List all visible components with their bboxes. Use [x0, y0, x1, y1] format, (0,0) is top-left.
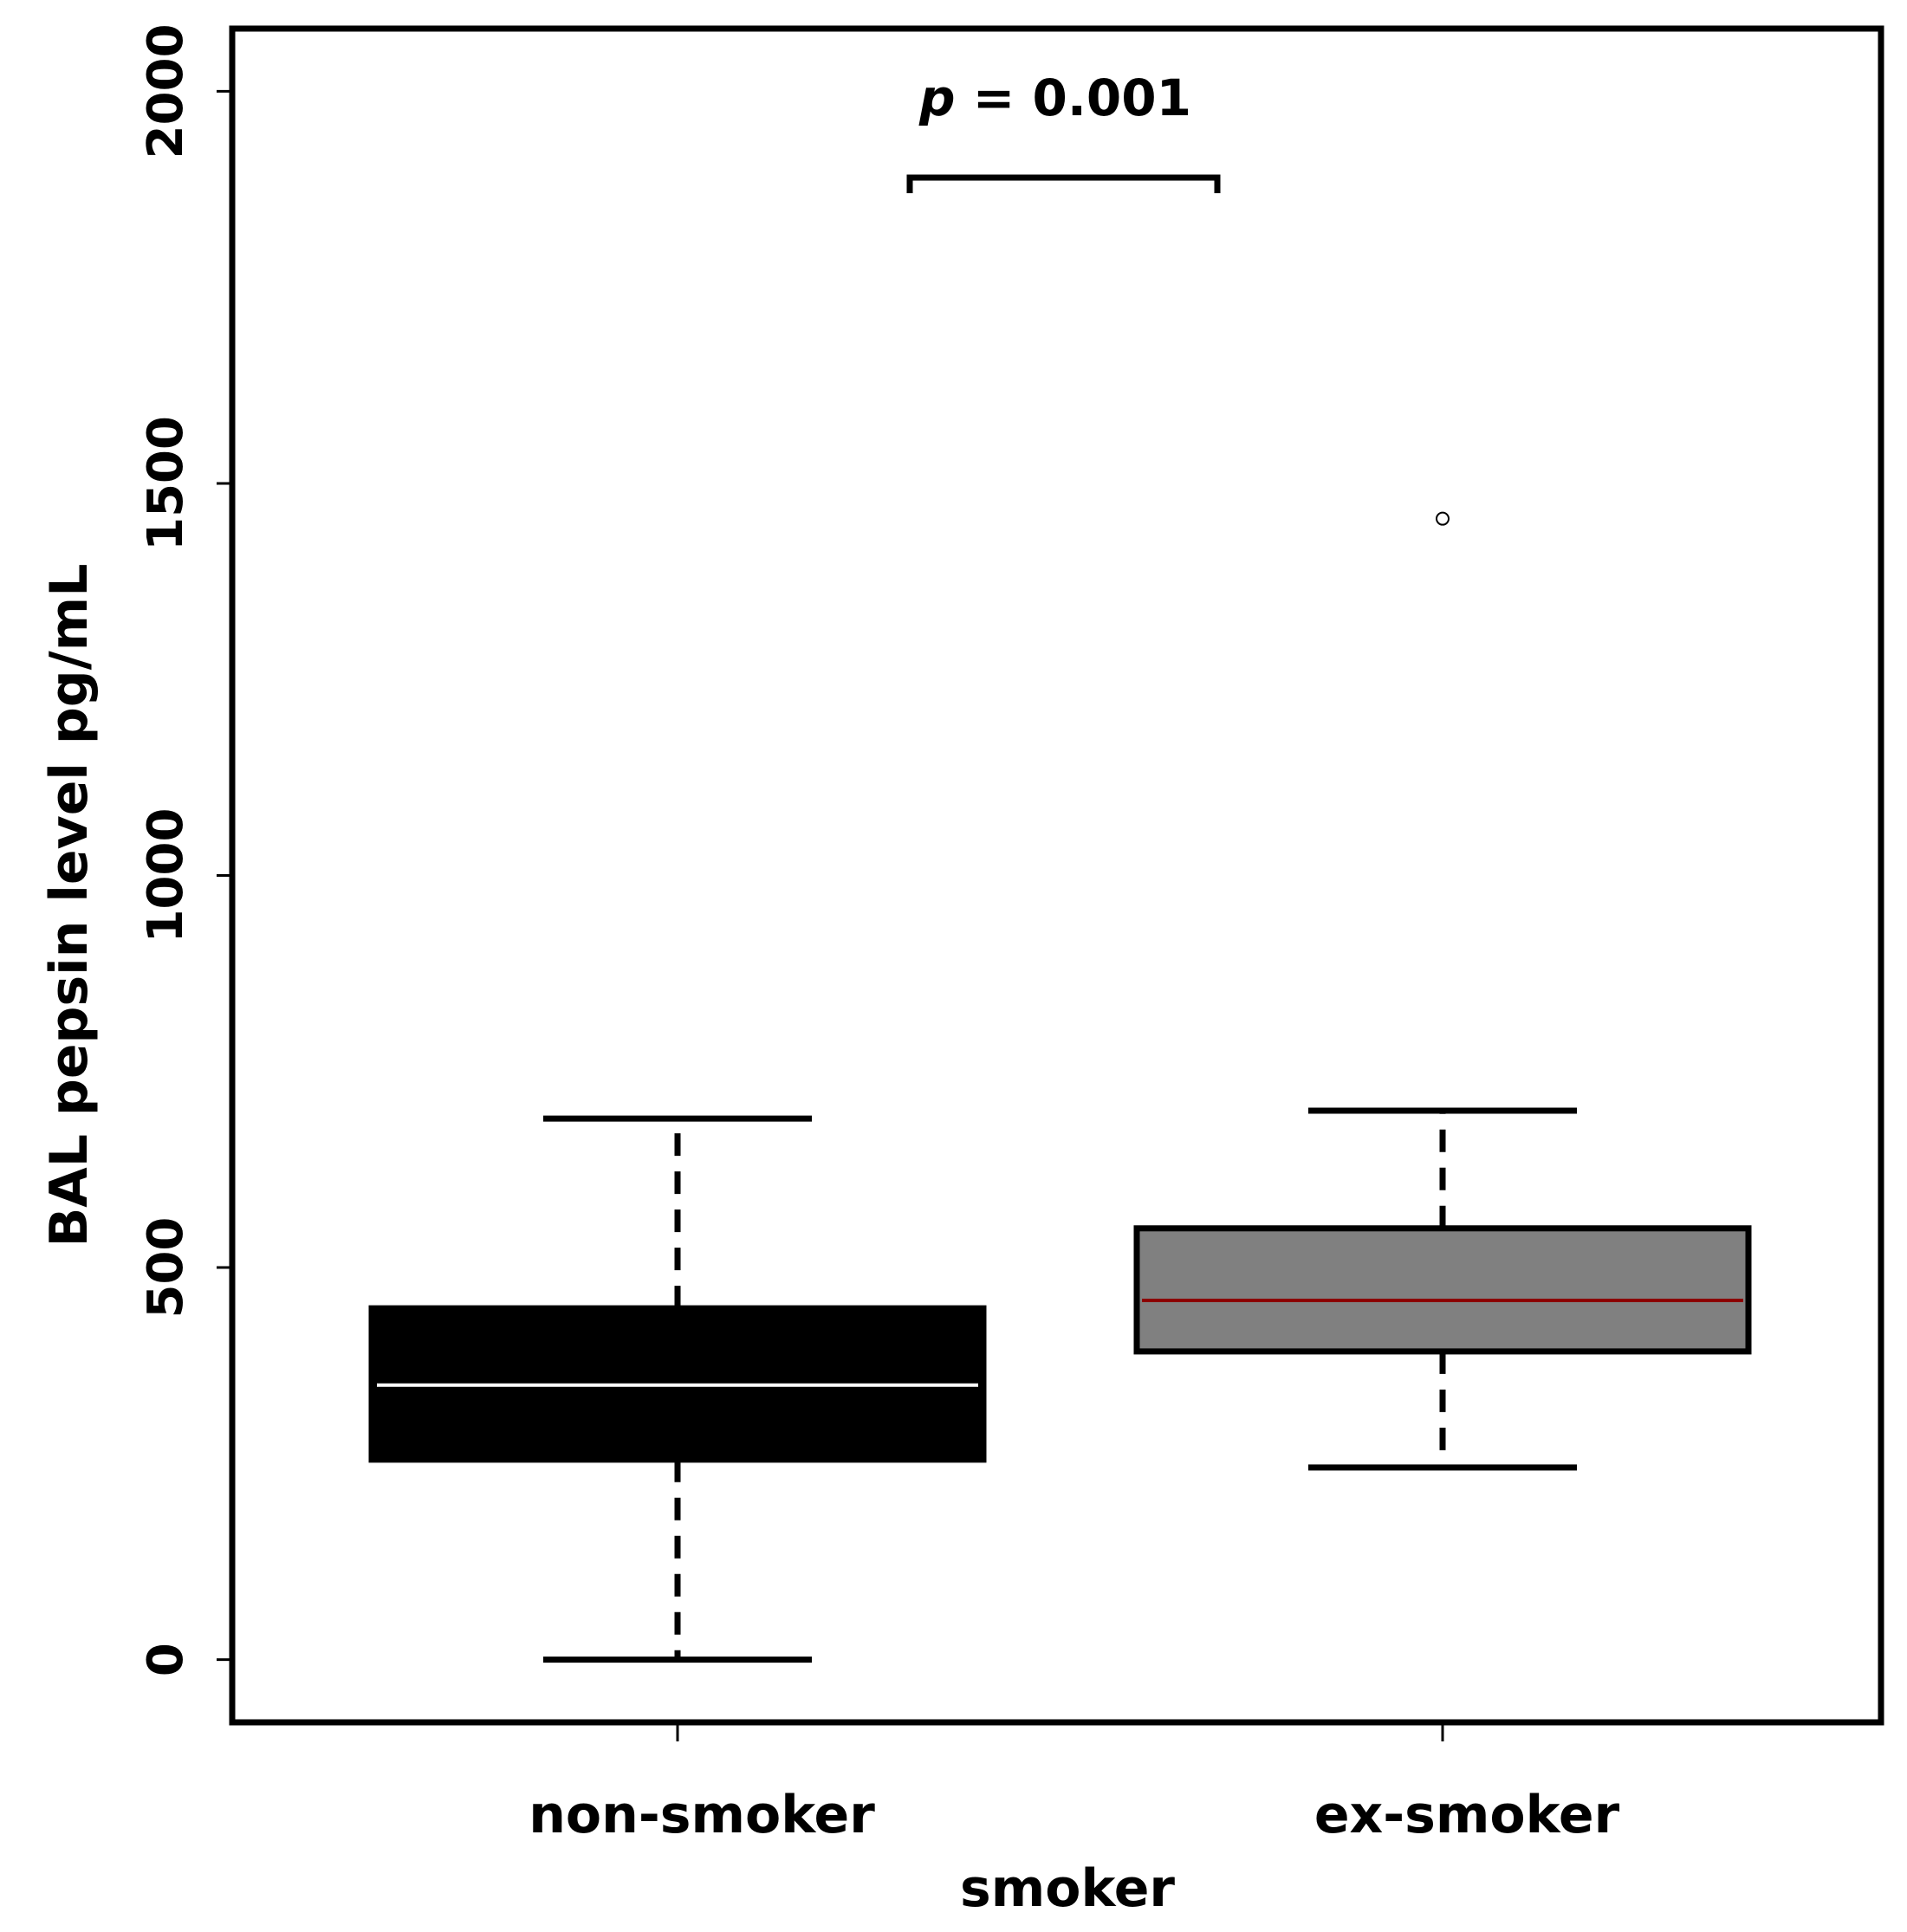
- y-axis: 0 500 1000 1500 2000: [138, 23, 232, 1676]
- y-tick-label-1: 500: [138, 1217, 194, 1319]
- y-tick-label-2: 1000: [138, 808, 194, 943]
- outlier-point-0: [1436, 511, 1450, 526]
- p-symbol: p: [918, 68, 956, 127]
- p-value-label: p = 0.001: [918, 68, 1191, 127]
- significance-bracket: [906, 174, 1221, 193]
- x-tick-label-0: non-smoker: [529, 1785, 875, 1845]
- box-ex-smoker: [1133, 511, 1752, 1471]
- iqr-box: [1133, 1225, 1752, 1355]
- x-axis-title: smoker: [960, 1858, 1175, 1919]
- p-value: = 0.001: [956, 68, 1191, 127]
- y-axis-title: BAL pepsin level pg/mL: [39, 564, 100, 1248]
- box-non-smoker: [368, 1115, 987, 1663]
- x-axis: non-smoker ex-smoker: [529, 1722, 1620, 1845]
- y-tick-label-0: 0: [138, 1643, 194, 1676]
- plot-frame: [229, 25, 1884, 1726]
- x-tick-label-1: ex-smoker: [1314, 1785, 1620, 1845]
- significance-annotation: p = 0.001: [906, 68, 1221, 193]
- y-tick-label-4: 2000: [138, 23, 194, 159]
- boxes: [368, 511, 1752, 1663]
- y-tick-label-3: 1500: [138, 416, 194, 551]
